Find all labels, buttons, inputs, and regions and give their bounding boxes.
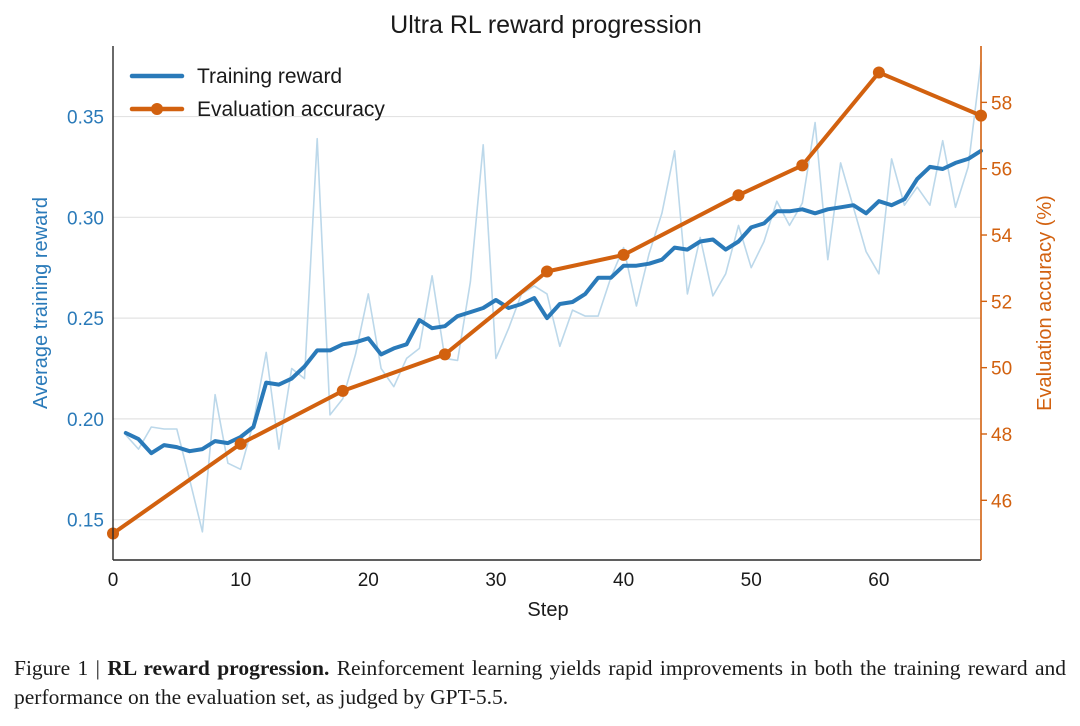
right-y-tick-label: 52 [991,292,1012,313]
x-tick-label: 50 [741,570,762,591]
x-tick-labels: 0 10 20 30 40 50 60 [108,570,890,591]
x-tick-label: 0 [108,570,119,591]
right-y-tick-label: 54 [991,226,1013,247]
caption-prefix: Figure 1 | [14,656,108,680]
evaluation-accuracy-point [336,384,349,397]
right-y-tick-label: 46 [991,491,1012,512]
left-y-tick-label: 0.35 [67,108,104,129]
left-y-tick-label: 0.25 [67,309,104,330]
evaluation-accuracy-series [107,66,987,540]
x-tick-label: 40 [613,570,634,591]
x-tick-label: 30 [485,570,506,591]
caption-text: Reinforcement learning yields rapid impr… [14,656,1066,709]
training-reward-line [123,148,983,456]
right-y-tick-label: 48 [991,425,1012,446]
caption-bold: RL reward progression. [107,656,330,680]
training-reward-series [123,148,983,456]
evaluation-accuracy-point [234,437,247,450]
left-y-tick-label: 0.15 [67,511,104,532]
right-y-tick-label: 50 [991,359,1012,380]
evaluation-accuracy-point [796,159,809,172]
evaluation-accuracy-line [111,70,983,536]
evaluation-accuracy-point [872,66,885,79]
evaluation-accuracy-point [617,248,630,261]
left-y-tick-label: 0.20 [67,410,104,431]
legend-training-label: Training reward [197,65,342,88]
evaluation-accuracy-point [438,348,451,361]
evaluation-accuracy-point [732,189,745,202]
x-tick-label: 60 [868,570,889,591]
left-y-axis-label: Average training reward [30,197,52,409]
x-axis-label: Step [527,599,568,621]
right-y-tick-label: 58 [991,93,1012,114]
figure-caption: Figure 1 | RL reward progression. Reinfo… [14,654,1066,712]
right-y-axis-label: Evaluation accuracy (%) [1034,195,1056,411]
training-reward-raw-line [125,62,982,533]
left-y-tick-labels: 0.15 0.20 0.25 0.30 0.35 [67,108,104,532]
legend-evaluation-marker [151,103,163,115]
x-tick-label: 10 [230,570,251,591]
left-y-tick-label: 0.30 [67,208,104,229]
training-reward-raw-series [125,62,982,533]
axes [112,46,982,561]
chart-title: Ultra RL reward progression [390,11,702,39]
right-y-tick-label: 56 [991,160,1012,181]
legend: Training reward Evaluation accuracy [129,65,385,121]
evaluation-accuracy-point [541,265,553,278]
right-y-tick-labels: 46 48 50 52 54 56 58 [981,93,1013,512]
chart: Ultra RL reward progression 0.15 0.20 0.25… [30,11,1056,621]
legend-evaluation-label: Evaluation accuracy [197,98,385,121]
x-tick-label: 20 [358,570,379,591]
